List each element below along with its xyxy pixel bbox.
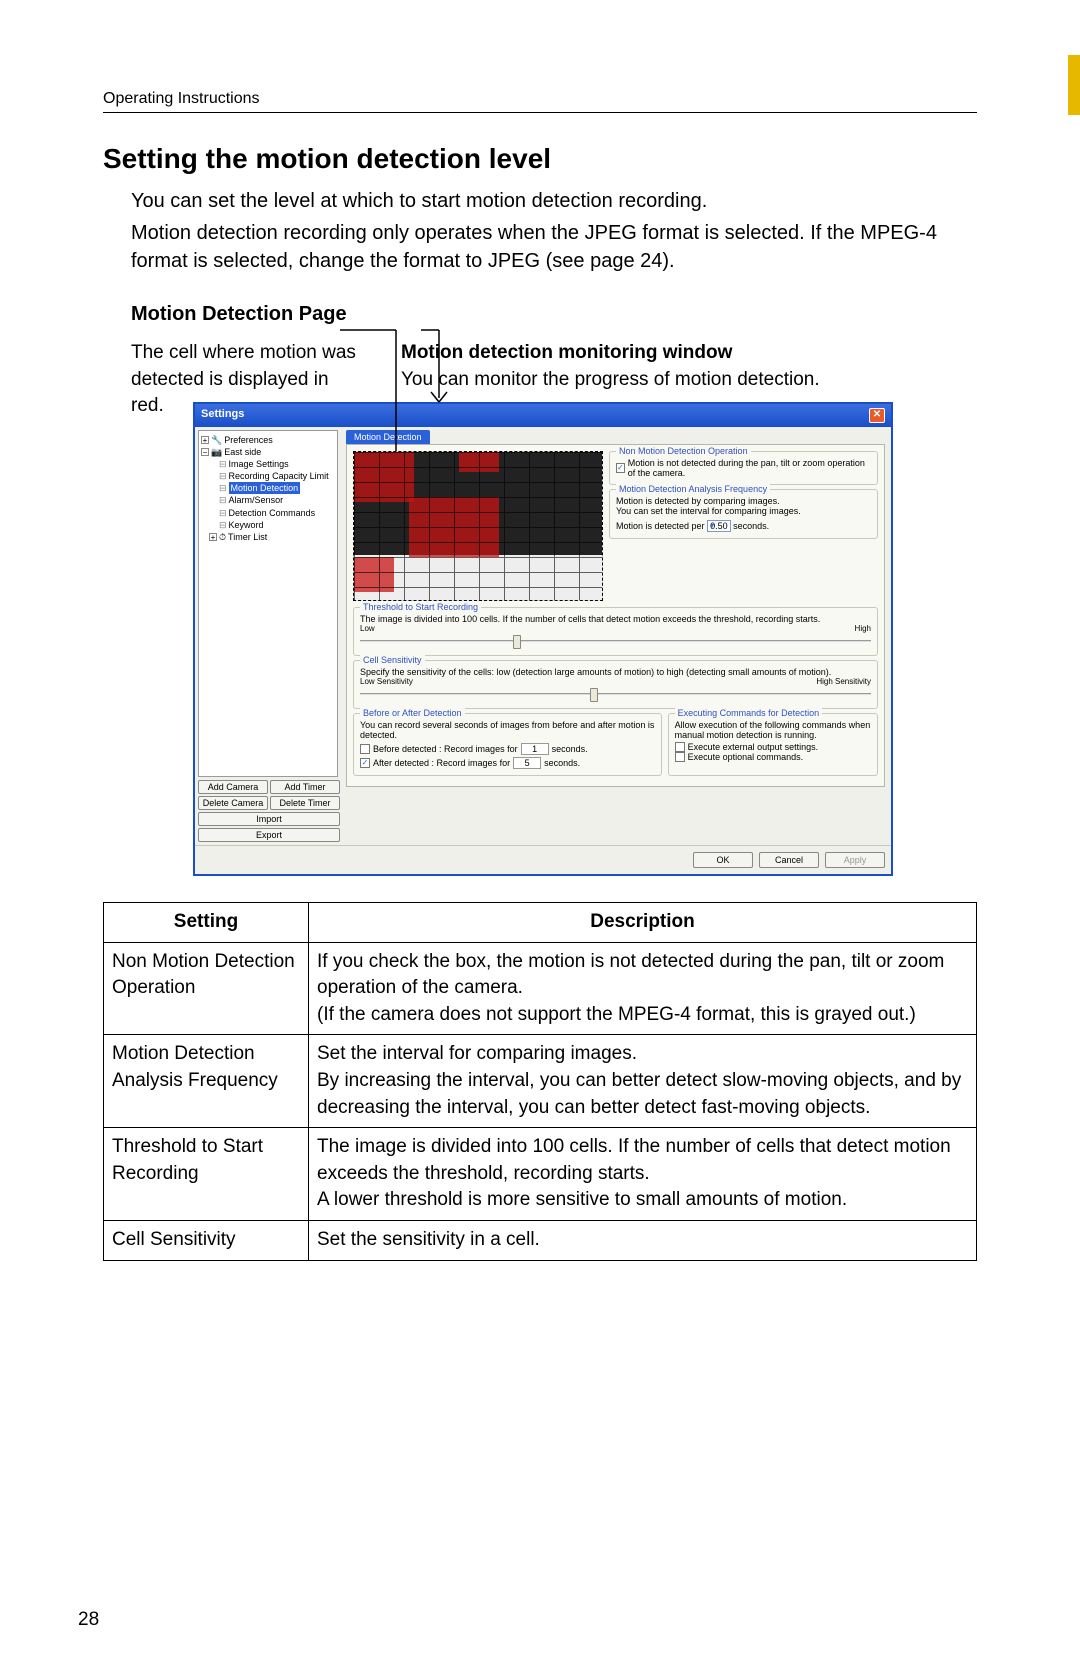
tree-east-side[interactable]: East side bbox=[224, 446, 261, 458]
legend-threshold: Threshold to Start Recording bbox=[360, 602, 481, 612]
page-title: Setting the motion detection level bbox=[103, 143, 977, 175]
table-row: Threshold to Start Recording bbox=[104, 1128, 309, 1221]
threshold-body: The image is divided into 100 cells. If … bbox=[360, 614, 871, 624]
delete-timer-button[interactable]: Delete Timer bbox=[270, 796, 340, 810]
table-header-desc: Description bbox=[309, 903, 977, 943]
close-icon[interactable]: ✕ bbox=[869, 408, 885, 423]
legend-non-motion: Non Motion Detection Operation bbox=[616, 446, 751, 456]
exec-commands-body: Allow execution of the following command… bbox=[675, 720, 871, 740]
exec-optional-checkbox[interactable] bbox=[675, 752, 685, 762]
after-value-input[interactable]: 5 bbox=[513, 757, 541, 769]
table-row: Non Motion Detection Operation bbox=[104, 942, 309, 1035]
table-row: Motion Detection Analysis Frequency bbox=[104, 1035, 309, 1128]
export-button[interactable]: Export bbox=[198, 828, 340, 842]
apply-button[interactable]: Apply bbox=[825, 852, 885, 868]
annotation-right-body: You can monitor the progress of motion d… bbox=[401, 369, 820, 390]
threshold-low: Low bbox=[360, 624, 375, 633]
add-camera-button[interactable]: Add Camera bbox=[198, 780, 268, 794]
analysis-prefix: Motion is detected per bbox=[616, 521, 705, 531]
dialog-title: Settings bbox=[201, 408, 244, 423]
table-header-setting: Setting bbox=[104, 903, 309, 943]
settings-table: Setting Description Non Motion Detection… bbox=[103, 902, 977, 1261]
threshold-slider[interactable] bbox=[360, 635, 871, 647]
section-heading: Motion Detection Page bbox=[103, 303, 977, 326]
page-number: 28 bbox=[78, 1609, 99, 1631]
before-checkbox[interactable] bbox=[360, 744, 370, 754]
table-row: Set the sensitivity in a cell. bbox=[309, 1220, 977, 1260]
settings-tree[interactable]: +🔧Preferences −📷East side ⊟Image Setting… bbox=[198, 430, 338, 777]
after-label: After detected : Record images for bbox=[373, 758, 510, 768]
before-suffix: seconds. bbox=[552, 744, 588, 754]
non-motion-label: Motion is not detected during the pan, t… bbox=[628, 458, 871, 478]
intro-2: Motion detection recording only operates… bbox=[103, 219, 977, 275]
legend-sensitivity: Cell Sensitivity bbox=[360, 655, 425, 665]
intro-1: You can set the level at which to start … bbox=[103, 187, 977, 215]
tree-item-image[interactable]: Image Settings bbox=[229, 458, 289, 470]
before-label: Before detected : Record images for bbox=[373, 744, 518, 754]
tree-item-commands[interactable]: Detection Commands bbox=[229, 507, 316, 519]
tree-item-keyword[interactable]: Keyword bbox=[229, 519, 264, 531]
exec-external-checkbox[interactable] bbox=[675, 742, 685, 752]
analysis-body2: You can set the interval for comparing i… bbox=[616, 506, 871, 516]
analysis-body1: Motion is detected by comparing images. bbox=[616, 496, 871, 506]
sensitivity-high: High Sensitivity bbox=[816, 677, 871, 686]
ok-button[interactable]: OK bbox=[693, 852, 753, 868]
tab-motion-detection[interactable]: Motion Detection bbox=[346, 430, 430, 444]
accent-bar bbox=[1068, 55, 1080, 115]
table-row: The image is divided into 100 cells. If … bbox=[309, 1128, 977, 1221]
sensitivity-low: Low Sensitivity bbox=[360, 677, 413, 686]
annotation-right-title: Motion detection monitoring window bbox=[401, 342, 732, 363]
tree-item-alarm[interactable]: Alarm/Sensor bbox=[229, 494, 284, 506]
header-text: Operating Instructions bbox=[103, 90, 977, 113]
legend-before-after: Before or After Detection bbox=[360, 708, 465, 718]
settings-dialog: Settings ✕ +🔧Preferences −📷East side ⊟Im… bbox=[193, 402, 893, 876]
tree-item-capacity[interactable]: Recording Capacity Limit bbox=[229, 470, 329, 482]
non-motion-checkbox[interactable]: ✓ bbox=[616, 463, 625, 473]
delete-camera-button[interactable]: Delete Camera bbox=[198, 796, 268, 810]
table-row: If you check the box, the motion is not … bbox=[309, 942, 977, 1035]
import-button[interactable]: Import bbox=[198, 812, 340, 826]
cancel-button[interactable]: Cancel bbox=[759, 852, 819, 868]
analysis-interval-select[interactable]: 0.50 ▾ bbox=[707, 520, 731, 532]
sensitivity-body: Specify the sensitivity of the cells: lo… bbox=[360, 667, 871, 677]
before-after-body: You can record several seconds of images… bbox=[360, 720, 655, 740]
table-row: Cell Sensitivity bbox=[104, 1220, 309, 1260]
add-timer-button[interactable]: Add Timer bbox=[270, 780, 340, 794]
after-checkbox[interactable]: ✓ bbox=[360, 758, 370, 768]
table-row: Set the interval for comparing images. B… bbox=[309, 1035, 977, 1128]
sensitivity-slider[interactable] bbox=[360, 688, 871, 700]
tree-item-motion[interactable]: Motion Detection bbox=[229, 482, 301, 494]
legend-analysis-freq: Motion Detection Analysis Frequency bbox=[616, 484, 770, 494]
before-value-input[interactable]: 1 bbox=[521, 743, 549, 755]
tree-timer-list[interactable]: Timer List bbox=[228, 531, 267, 543]
annotation-left: The cell where motion was detected is di… bbox=[131, 340, 361, 420]
after-suffix: seconds. bbox=[544, 758, 580, 768]
legend-exec-commands: Executing Commands for Detection bbox=[675, 708, 823, 718]
threshold-high: High bbox=[855, 624, 871, 633]
motion-preview[interactable] bbox=[353, 451, 603, 601]
analysis-suffix: seconds. bbox=[733, 521, 769, 531]
exec-external-label: Execute external output settings. bbox=[688, 742, 819, 752]
exec-optional-label: Execute optional commands. bbox=[688, 752, 804, 762]
tree-preferences[interactable]: Preferences bbox=[224, 434, 273, 446]
